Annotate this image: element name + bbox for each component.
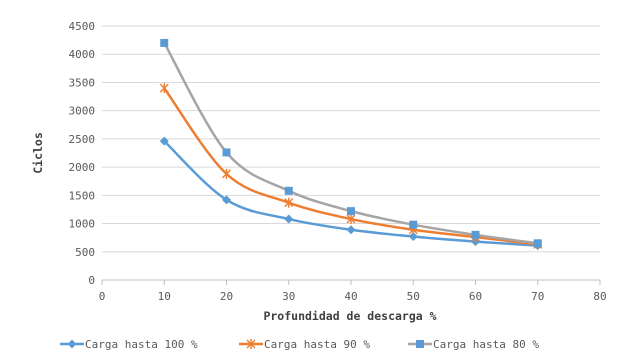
data-point	[346, 225, 356, 235]
data-point	[346, 214, 356, 225]
legend: Carga hasta 100 % Carga hasta 90 % Carga h…	[60, 338, 539, 351]
data-point	[284, 186, 293, 195]
legend-marker	[246, 339, 256, 349]
y-tick-label: 0	[88, 274, 95, 287]
legend-label: Carga hasta 100 %	[85, 338, 198, 351]
legend-marker	[416, 340, 424, 348]
legend-label: Carga hasta 80 %	[433, 338, 539, 351]
legend-label: Carga hasta 90 %	[264, 338, 370, 351]
x-tick-labels: 0 10 20 30 40 50 60 70 80	[99, 290, 607, 303]
x-tick-label: 80	[593, 290, 606, 303]
x-tick-label: 70	[531, 290, 544, 303]
data-point	[159, 83, 169, 94]
data-point	[284, 214, 294, 224]
data-point	[533, 239, 542, 248]
y-tick-label: 1500	[69, 189, 96, 202]
y-tick-labels: 0 500 1000 1500 2000 2500 3000 3500 4000 4500	[69, 20, 96, 287]
legend-marker	[67, 339, 77, 349]
x-tick-label: 20	[220, 290, 233, 303]
y-tick-label: 1000	[69, 218, 96, 231]
x-tick-label: 50	[407, 290, 420, 303]
data-point	[347, 207, 355, 216]
data-point	[160, 38, 169, 47]
x-tick-label: 40	[344, 290, 357, 303]
x-tick-label: 10	[158, 290, 171, 303]
y-tick-label: 3500	[69, 76, 96, 89]
y-tick-label: 2000	[69, 161, 96, 174]
data-point	[284, 197, 294, 208]
legend-item-3: Carga hasta 80 %	[408, 338, 539, 351]
data-point	[409, 220, 418, 229]
x-tick-label: 60	[469, 290, 482, 303]
series-1	[159, 136, 543, 251]
axes	[101, 279, 601, 285]
legend-item-2: Carga hasta 90 %	[239, 338, 370, 351]
y-tick-label: 4500	[69, 20, 96, 33]
data-point	[222, 148, 231, 157]
y-tick-label: 2500	[69, 133, 96, 146]
series-lines	[159, 38, 543, 251]
series-3	[160, 38, 542, 248]
data-point	[471, 230, 480, 239]
data-point	[222, 195, 231, 205]
y-tick-label: 4000	[69, 48, 96, 61]
x-axis-title: Profundidad de descarga %	[263, 309, 436, 323]
data-point	[222, 168, 231, 179]
y-tick-label: 3000	[69, 105, 96, 118]
y-tick-label: 500	[75, 246, 95, 259]
series-2	[159, 83, 543, 250]
data-point	[159, 136, 169, 146]
x-tick-label: 0	[99, 290, 106, 303]
legend-item-1: Carga hasta 100 %	[60, 338, 198, 351]
y-axis-title: Ciclos	[31, 132, 45, 174]
x-tick-label: 30	[282, 290, 295, 303]
data-point	[408, 232, 418, 242]
